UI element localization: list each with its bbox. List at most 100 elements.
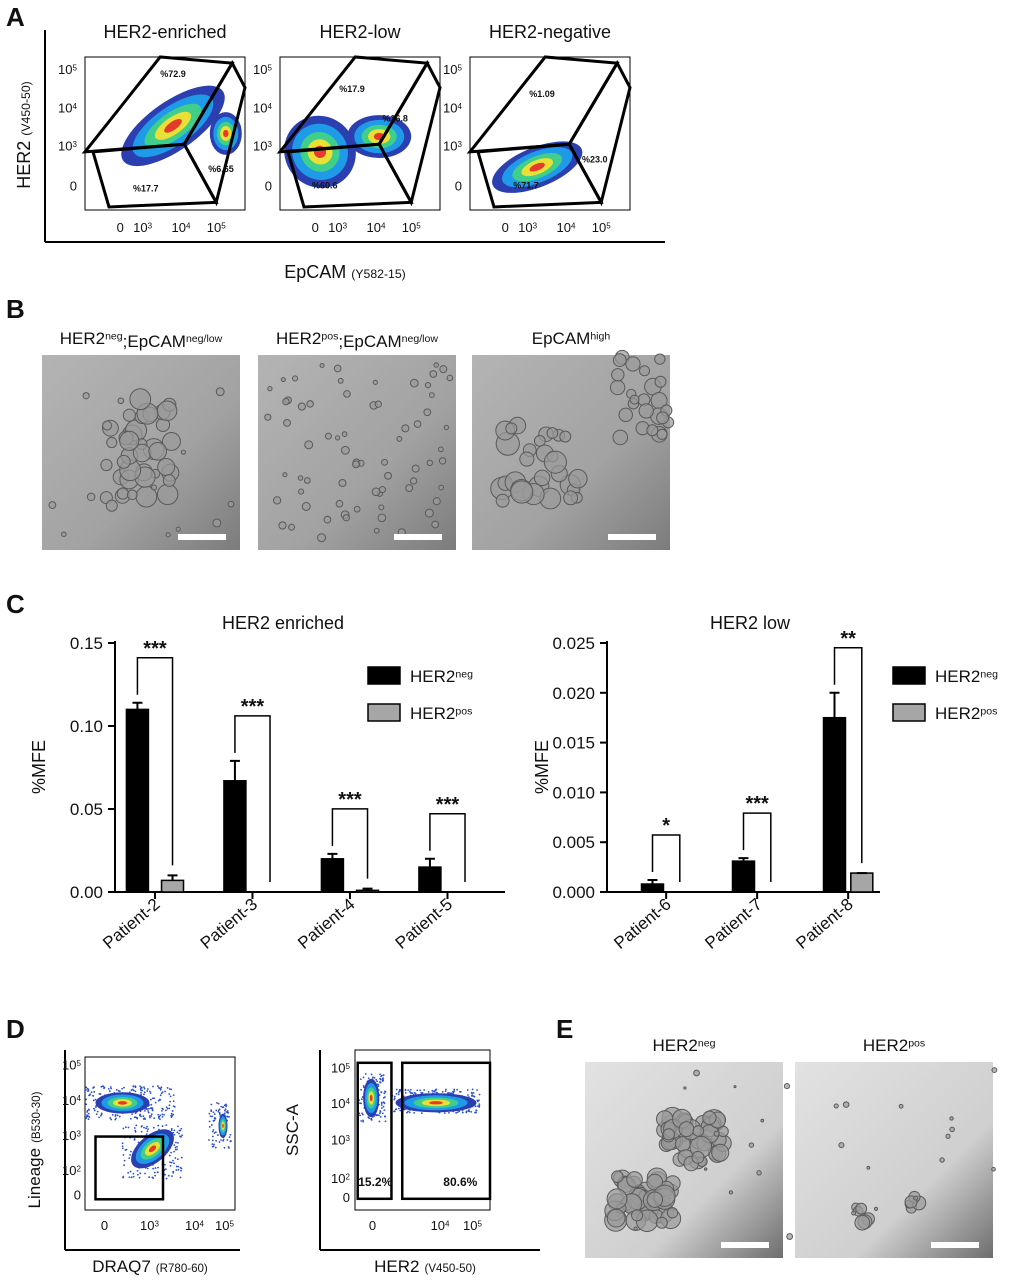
image-title: HER2pos;EpCAMneg/low bbox=[276, 329, 438, 351]
event-dot bbox=[393, 1095, 396, 1098]
event-dot bbox=[157, 1166, 159, 1169]
cell bbox=[543, 450, 567, 474]
event-dot bbox=[407, 1089, 410, 1092]
cell bbox=[683, 1086, 687, 1090]
event-dot bbox=[478, 1103, 481, 1106]
cell bbox=[106, 436, 118, 449]
cell bbox=[335, 499, 344, 508]
image-title-part: HER2 bbox=[60, 329, 105, 348]
cell bbox=[423, 408, 432, 417]
x-tick-label: 104 bbox=[172, 220, 191, 235]
event-dot bbox=[164, 1173, 166, 1176]
event-dot bbox=[170, 1114, 173, 1117]
event-dot bbox=[380, 1104, 383, 1106]
event-dot bbox=[397, 1107, 400, 1110]
event-dot bbox=[144, 1172, 146, 1175]
cell bbox=[381, 458, 389, 466]
event-dot bbox=[124, 1126, 127, 1129]
bar bbox=[731, 860, 756, 893]
legend-label: HER2pos bbox=[935, 704, 997, 723]
event-dot bbox=[134, 1085, 137, 1088]
x-tick-label-part: 5 bbox=[606, 221, 611, 230]
x-tick-label: 103 bbox=[133, 220, 152, 235]
cell bbox=[945, 1133, 951, 1139]
bar bbox=[320, 858, 345, 893]
event-dot bbox=[213, 1132, 216, 1134]
image-title: HER2neg;EpCAMneg/low bbox=[60, 329, 223, 351]
event-dot bbox=[208, 1126, 211, 1128]
event-dot bbox=[175, 1141, 177, 1144]
y-tick-label: 0 bbox=[74, 1188, 81, 1203]
x-tick-label: 0 bbox=[502, 220, 509, 235]
legend-label-part: HER2 bbox=[935, 704, 980, 723]
y-tick-label: 104 bbox=[443, 100, 462, 115]
event-dot bbox=[359, 1078, 362, 1081]
y-tick-label-part: 4 bbox=[346, 1097, 351, 1106]
event-dot bbox=[218, 1108, 221, 1111]
event-dot bbox=[146, 1130, 149, 1133]
event-dot bbox=[86, 1111, 89, 1113]
event-dot bbox=[170, 1127, 173, 1130]
cell bbox=[991, 1067, 998, 1074]
x-tick-label: 105 bbox=[592, 220, 611, 235]
cell bbox=[343, 390, 351, 398]
event-dot bbox=[95, 1113, 98, 1116]
event-dot bbox=[134, 1131, 137, 1133]
event-dot bbox=[360, 1120, 363, 1122]
error-bar bbox=[362, 887, 373, 891]
event-dot bbox=[117, 1089, 120, 1092]
y-tick-label: 103 bbox=[331, 1133, 350, 1148]
event-dot bbox=[466, 1089, 469, 1091]
event-dot bbox=[218, 1111, 221, 1114]
cell bbox=[913, 1195, 919, 1201]
event-dot bbox=[166, 1107, 169, 1110]
x-tick-label: 0 bbox=[101, 1218, 108, 1233]
y-tick-label-part: 10 bbox=[62, 1058, 76, 1073]
event-dot bbox=[133, 1127, 136, 1129]
event-dot bbox=[168, 1104, 171, 1107]
event-dot bbox=[432, 1090, 435, 1093]
cell bbox=[282, 397, 290, 406]
x-tick-label-part: 0 bbox=[101, 1218, 108, 1233]
event-dot bbox=[167, 1174, 170, 1177]
event-dot bbox=[85, 1086, 88, 1089]
error-bar bbox=[132, 701, 143, 710]
gate-percent: %71.7 bbox=[513, 181, 539, 191]
cell bbox=[105, 499, 118, 512]
event-dot bbox=[154, 1101, 157, 1104]
event-dot bbox=[397, 1093, 400, 1096]
density-contour bbox=[164, 119, 182, 133]
x-tick-label-part: 10 bbox=[172, 220, 186, 235]
event-dot bbox=[98, 1116, 101, 1119]
event-dot bbox=[360, 1098, 363, 1101]
event-dot bbox=[159, 1098, 162, 1101]
event-dot bbox=[151, 1109, 154, 1112]
cell bbox=[748, 1142, 755, 1148]
cell bbox=[340, 445, 350, 455]
x-tick-label: Patient-7 bbox=[701, 895, 765, 953]
event-dot bbox=[226, 1115, 228, 1118]
event-dot bbox=[87, 1089, 90, 1092]
cell bbox=[505, 422, 518, 435]
event-dot bbox=[161, 1113, 164, 1116]
y-tick-label-part: 0 bbox=[455, 179, 462, 194]
event-dot bbox=[168, 1093, 171, 1096]
event-dot bbox=[172, 1159, 174, 1162]
x-tick-label-part: 3 bbox=[343, 221, 348, 230]
y-tick-label-part: 10 bbox=[62, 1128, 76, 1143]
event-dot bbox=[168, 1154, 171, 1157]
event-dot bbox=[176, 1145, 178, 1148]
event-dot bbox=[110, 1118, 113, 1121]
bar bbox=[223, 780, 247, 893]
error-bar bbox=[738, 857, 749, 862]
cell bbox=[432, 497, 441, 506]
event-dot bbox=[221, 1106, 224, 1109]
event-dot bbox=[176, 1158, 179, 1161]
cell bbox=[446, 374, 454, 382]
event-dot bbox=[98, 1092, 101, 1095]
cell bbox=[428, 392, 435, 399]
cell bbox=[629, 394, 640, 405]
cell bbox=[116, 454, 131, 469]
legend-label-part: HER2 bbox=[935, 667, 980, 686]
y-tick-label: 104 bbox=[253, 100, 272, 115]
